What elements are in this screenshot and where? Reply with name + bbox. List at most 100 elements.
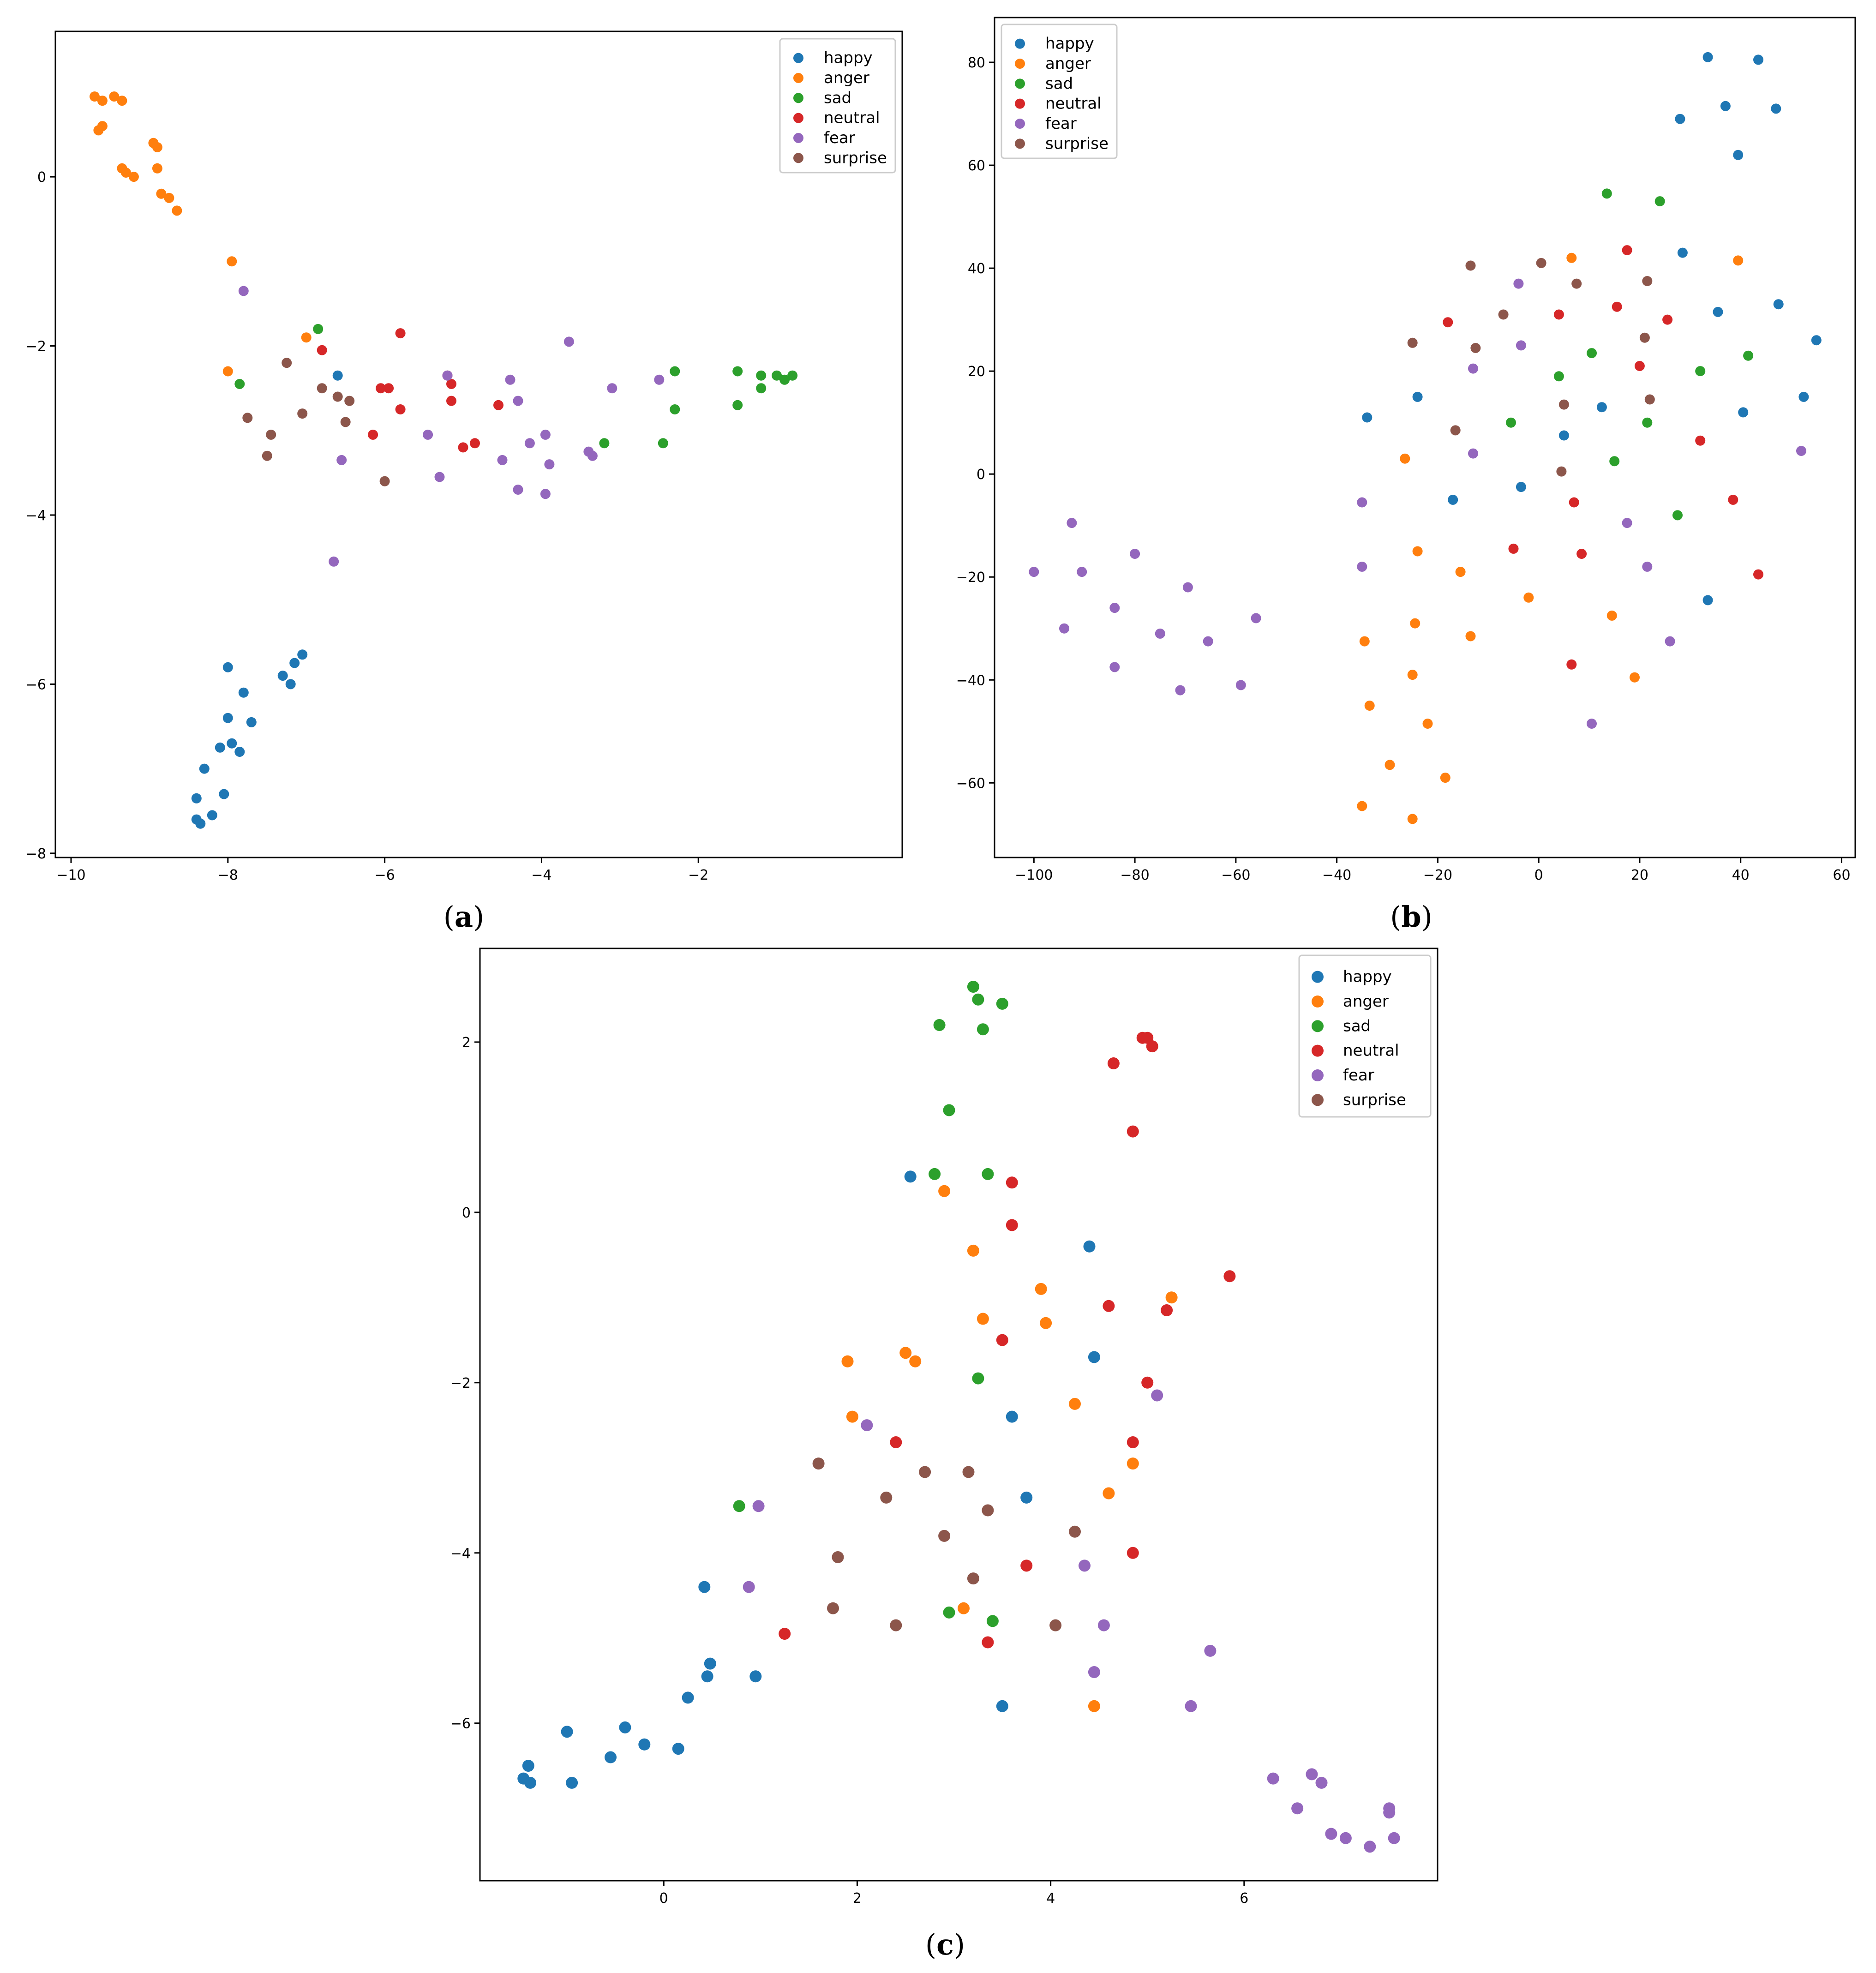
panel-c-point-happy	[996, 1700, 1008, 1712]
panel-a-point-anger	[90, 91, 100, 102]
panel-c-point-fear	[1204, 1644, 1217, 1657]
panel-b-point-surprise	[1639, 332, 1650, 343]
panel-c-point-happy	[904, 1170, 917, 1183]
panel-a-x-tick-label: −2	[688, 867, 708, 883]
panel-b-point-fear	[1468, 363, 1478, 374]
panel-a-point-sad	[670, 366, 680, 377]
panel-a-legend-marker-happy	[793, 53, 803, 63]
panel-b-point-sad	[1553, 371, 1564, 382]
panel-b-point-happy	[1733, 150, 1744, 160]
panel-c-point-anger	[909, 1355, 922, 1367]
panel-a-legend-marker-neutral	[793, 113, 803, 123]
panel-a-legend-marker-anger	[793, 73, 803, 83]
panel-b-x-tick-label: −100	[1015, 867, 1053, 883]
panel-b-legend-marker-neutral	[1015, 98, 1025, 109]
panel-c-point-anger	[841, 1355, 854, 1367]
panel-b-point-anger	[1364, 701, 1375, 711]
panel-c-point-happy	[561, 1726, 573, 1738]
panel-c-legend-marker-surprise	[1312, 1094, 1324, 1106]
panel-c-point-fear	[861, 1419, 873, 1432]
panel-a-point-happy	[195, 818, 206, 829]
panel-b-x-tick-label: −40	[1322, 867, 1351, 883]
panel-c-point-sad	[996, 997, 1008, 1010]
panel-c-point-neutral	[1127, 1547, 1139, 1559]
panel-b-legend-label-sad: sad	[1045, 74, 1073, 93]
panel-b-point-fear	[1109, 662, 1120, 672]
panel-c-point-neutral	[1127, 1125, 1139, 1138]
panel-a-point-surprise	[266, 429, 276, 440]
panel-b-legend-marker-fear	[1015, 119, 1025, 129]
panel-c-point-surprise	[812, 1457, 825, 1470]
panel-c-point-fear	[1339, 1832, 1352, 1844]
panel-b-point-sad	[1601, 188, 1612, 199]
panel-a-point-anger	[222, 366, 233, 377]
panel-b-point-neutral	[1695, 435, 1706, 446]
panel-b-point-fear	[1203, 636, 1213, 647]
panel-b-legend-marker-anger	[1015, 59, 1025, 69]
panel-a-point-fear	[524, 438, 535, 449]
panel-a-point-surprise	[379, 476, 390, 486]
panel-a-y-tick-label: −4	[26, 508, 46, 524]
panel-b-label: (b)	[1390, 900, 1432, 934]
panel-b-y-axis: 80 60 40 20 0 −20 −40 −60	[956, 55, 995, 792]
panel-c-point-fear	[1079, 1559, 1091, 1572]
panel-c-point-anger	[1088, 1700, 1100, 1712]
panel-b-y-tick-label: 80	[968, 55, 985, 71]
panel-b-point-anger	[1440, 773, 1450, 783]
panel-a-legend: happy anger sad neutral fear surprise	[779, 38, 896, 174]
panel-b-point-happy	[1771, 103, 1781, 114]
panel-b-x-tick-label: 40	[1732, 867, 1750, 883]
panel-a-point-neutral	[384, 383, 394, 394]
panel-a-point-sad	[599, 438, 610, 449]
panel-c-point-fear	[1315, 1776, 1328, 1789]
panel-b-point-sad	[1695, 366, 1706, 377]
panel-b-point-fear	[1357, 561, 1367, 572]
panel-a-legend-label-sad: sad	[824, 89, 851, 107]
panel-a-point-neutral	[395, 404, 406, 414]
panel-c-legend-label-anger: anger	[1343, 992, 1389, 1011]
panel-c-point-neutral	[890, 1436, 902, 1448]
panel-c-point-fear	[1291, 1802, 1304, 1815]
panel-b-point-happy	[1412, 391, 1423, 402]
panel-b-x-tick-label: −60	[1221, 867, 1250, 883]
panel-a-point-happy	[289, 658, 300, 668]
panel-c-point-surprise	[880, 1491, 893, 1504]
panel-a-point-fear	[336, 455, 347, 465]
panel-c-point-surprise	[1069, 1525, 1081, 1538]
panel-b-point-surprise	[1470, 343, 1481, 353]
panel-b-point-fear	[1235, 680, 1246, 690]
panel-c-point-fear	[1097, 1619, 1110, 1631]
panel-a-point-anger	[128, 172, 139, 182]
panel-a-point-fear	[607, 383, 617, 394]
panel-c-point-happy	[749, 1670, 762, 1683]
panel-c-point-neutral	[982, 1636, 994, 1649]
panel-a-legend-label-anger: anger	[824, 69, 869, 87]
panel-a-point-sad	[779, 374, 790, 385]
panel-b-y-tick-label: 20	[968, 364, 985, 380]
panel-a-point-fear	[540, 489, 551, 499]
panel-a-point-sad	[670, 404, 680, 414]
panel-c-point-surprise	[962, 1466, 975, 1478]
panel-c-point-sad	[967, 981, 979, 993]
panel-c-y-tick-label: −4	[450, 1546, 471, 1562]
panel-c-legend-label-sad: sad	[1343, 1017, 1371, 1035]
panel-c-point-anger	[1103, 1487, 1115, 1499]
panel-a-point-anger	[152, 142, 162, 152]
panel-c-point-fear	[1388, 1832, 1400, 1844]
panel-c-point-neutral	[1020, 1559, 1033, 1572]
panel-a-point-sad	[787, 370, 798, 381]
panel-a-legend-label-fear: fear	[824, 129, 855, 147]
panel-c-point-neutral	[1006, 1176, 1018, 1189]
panel-a-point-fear	[513, 396, 523, 406]
panel-b-legend-marker-sad	[1015, 78, 1025, 89]
panel-a-legend-marker-fear	[793, 133, 803, 143]
panel-c-point-neutral	[996, 1334, 1008, 1346]
panel-c-point-neutral	[1103, 1300, 1115, 1312]
panel-a-x-tick-label: −10	[56, 867, 85, 883]
panel-c-legend-label-happy: happy	[1343, 968, 1392, 986]
panel-b-point-neutral	[1634, 361, 1645, 371]
panel-b-point-fear	[1175, 685, 1186, 696]
panel-c-point-fear	[1088, 1666, 1100, 1678]
panel-b-y-tick-label: 60	[968, 158, 985, 174]
panel-b-point-sad	[1506, 417, 1516, 428]
